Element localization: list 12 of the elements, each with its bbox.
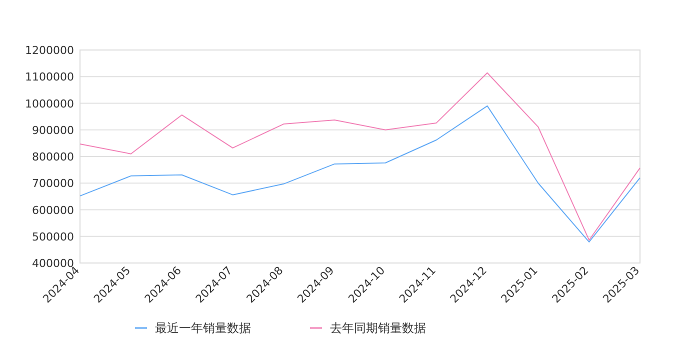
- legend-label: 去年同期销量数据: [330, 321, 426, 335]
- y-tick-label: 600000: [32, 204, 74, 217]
- y-tick-label: 700000: [32, 177, 74, 190]
- y-tick-label: 900000: [32, 124, 74, 137]
- y-tick-label: 500000: [32, 230, 74, 244]
- y-tick-label: 1200000: [25, 44, 74, 57]
- line-series: [80, 72, 640, 241]
- line-series: [80, 105, 640, 242]
- y-tick-label: 1000000: [25, 97, 74, 110]
- y-tick-label: 800000: [32, 150, 74, 164]
- y-tick-label: 1100000: [25, 70, 74, 84]
- legend-label: 最近一年销量数据: [155, 321, 251, 335]
